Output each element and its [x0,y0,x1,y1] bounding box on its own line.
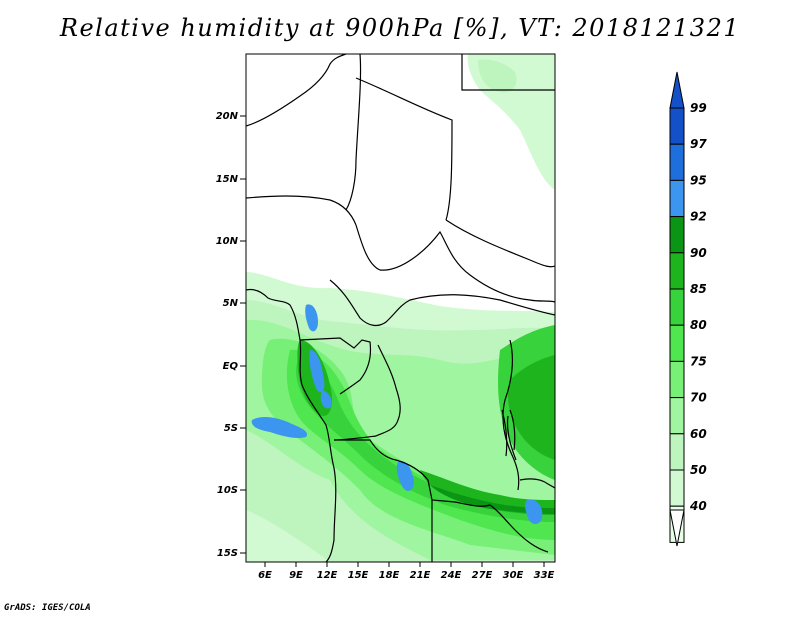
lat-axis: 20N 15N 10N 5N EQ 5S 10S 15S [216,111,246,559]
border-drc-east [502,339,520,491]
lat-label-5s: 5S [224,423,238,434]
lon-axis: 6E 9E 12E 15E 18E 21E 24E 27E 30E 33E [258,562,555,581]
humidity-patch-95-g [292,428,305,437]
grads-credit: GrADS: IGES/COLA [4,603,91,613]
border-sahel-a [246,195,357,226]
lat-label-10n: 10N [216,236,239,247]
border-north-b [345,54,362,211]
colorbar-segment [669,216,685,254]
lon-label-21e: 21E [410,570,431,581]
colorbar-segment [669,252,685,290]
colorbar-segment [669,324,685,362]
colorbar-label: 60 [690,427,707,441]
colorbar-label: 95 [690,173,707,187]
map-frame [245,53,556,563]
colorbar-label: 50 [690,463,707,477]
lon-label-15e: 15E [348,570,369,581]
lat-label-10s: 10S [217,485,238,496]
lon-label-24e: 24E [441,570,462,581]
humidity-patch-95-e [525,499,543,524]
colorbar-segment [669,143,685,181]
border-congo-a [333,344,401,441]
colorbar-segment [669,433,685,471]
lon-label-18e: 18E [379,570,400,581]
colorbar-label: 97 [690,137,707,151]
lat-label-5n: 5N [223,298,239,309]
colorbar-label: 80 [690,318,707,332]
border-mid-a [329,279,555,327]
country-borders [246,54,555,562]
colorbar-label: 99 [690,101,707,115]
lon-label-6e: 6E [258,570,272,581]
humidity-patch-95-c [309,350,325,393]
lon-label-27e: 27E [472,570,493,581]
colorbar: 99 97 95 92 90 85 80 75 70 60 50 40 [669,71,707,547]
colorbar-label: 90 [690,246,707,260]
lon-label-12e: 12E [317,570,338,581]
border-sahel-b [355,224,555,303]
humidity-contour-ne [467,54,555,190]
border-southeast [519,478,555,489]
lat-label-eq: EQ [223,361,239,372]
humidity-patch-95-b [305,304,318,332]
humidity-contour-ne-inner [478,59,517,93]
border-lake-a [501,409,516,457]
border-south-c [489,504,549,553]
colorbar-label: 40 [689,499,707,513]
humidity-contour-90-south [420,470,555,515]
map-title: Relative humidity at 900hPa [%], VT: 201… [59,14,741,42]
humidity-contour-92 [430,485,555,514]
lat-label-20n: 20N [216,111,239,122]
colorbar-segment [669,397,685,435]
humidity-patch-95-d [396,461,414,491]
humidity-field [246,54,555,562]
colorbar-segment [669,360,685,399]
colorbar-label: 92 [690,210,707,224]
colorbar-label: 75 [690,354,707,368]
colorbar-segment [669,469,685,507]
border-ne-a [461,54,555,91]
lake-tanganyika [506,415,517,461]
border-east-a [445,219,555,268]
colorbar-over-triangle [669,71,685,109]
humidity-contour-east-inner [507,355,555,460]
lon-label-9e: 9E [289,570,303,581]
colorbar-label: 70 [690,391,707,405]
border-south-a [334,439,491,507]
colorbar-under-triangle [669,509,685,547]
lat-label-15n: 15N [216,174,239,185]
lon-label-33e: 33E [534,570,555,581]
border-north-c [355,77,453,221]
colorbar-segment [669,288,685,326]
colorbar-label: 85 [690,282,707,296]
colorbar-segment [669,107,685,145]
colorbar-segment [669,179,685,218]
humidity-patch-95-f [320,390,332,409]
lat-label-15s: 15S [217,548,238,559]
lon-label-30e: 30E [503,570,524,581]
coastline-west [246,288,337,562]
border-mid-b [299,337,372,395]
border-north-a [246,54,347,127]
humidity-patch-95-a [251,417,308,439]
